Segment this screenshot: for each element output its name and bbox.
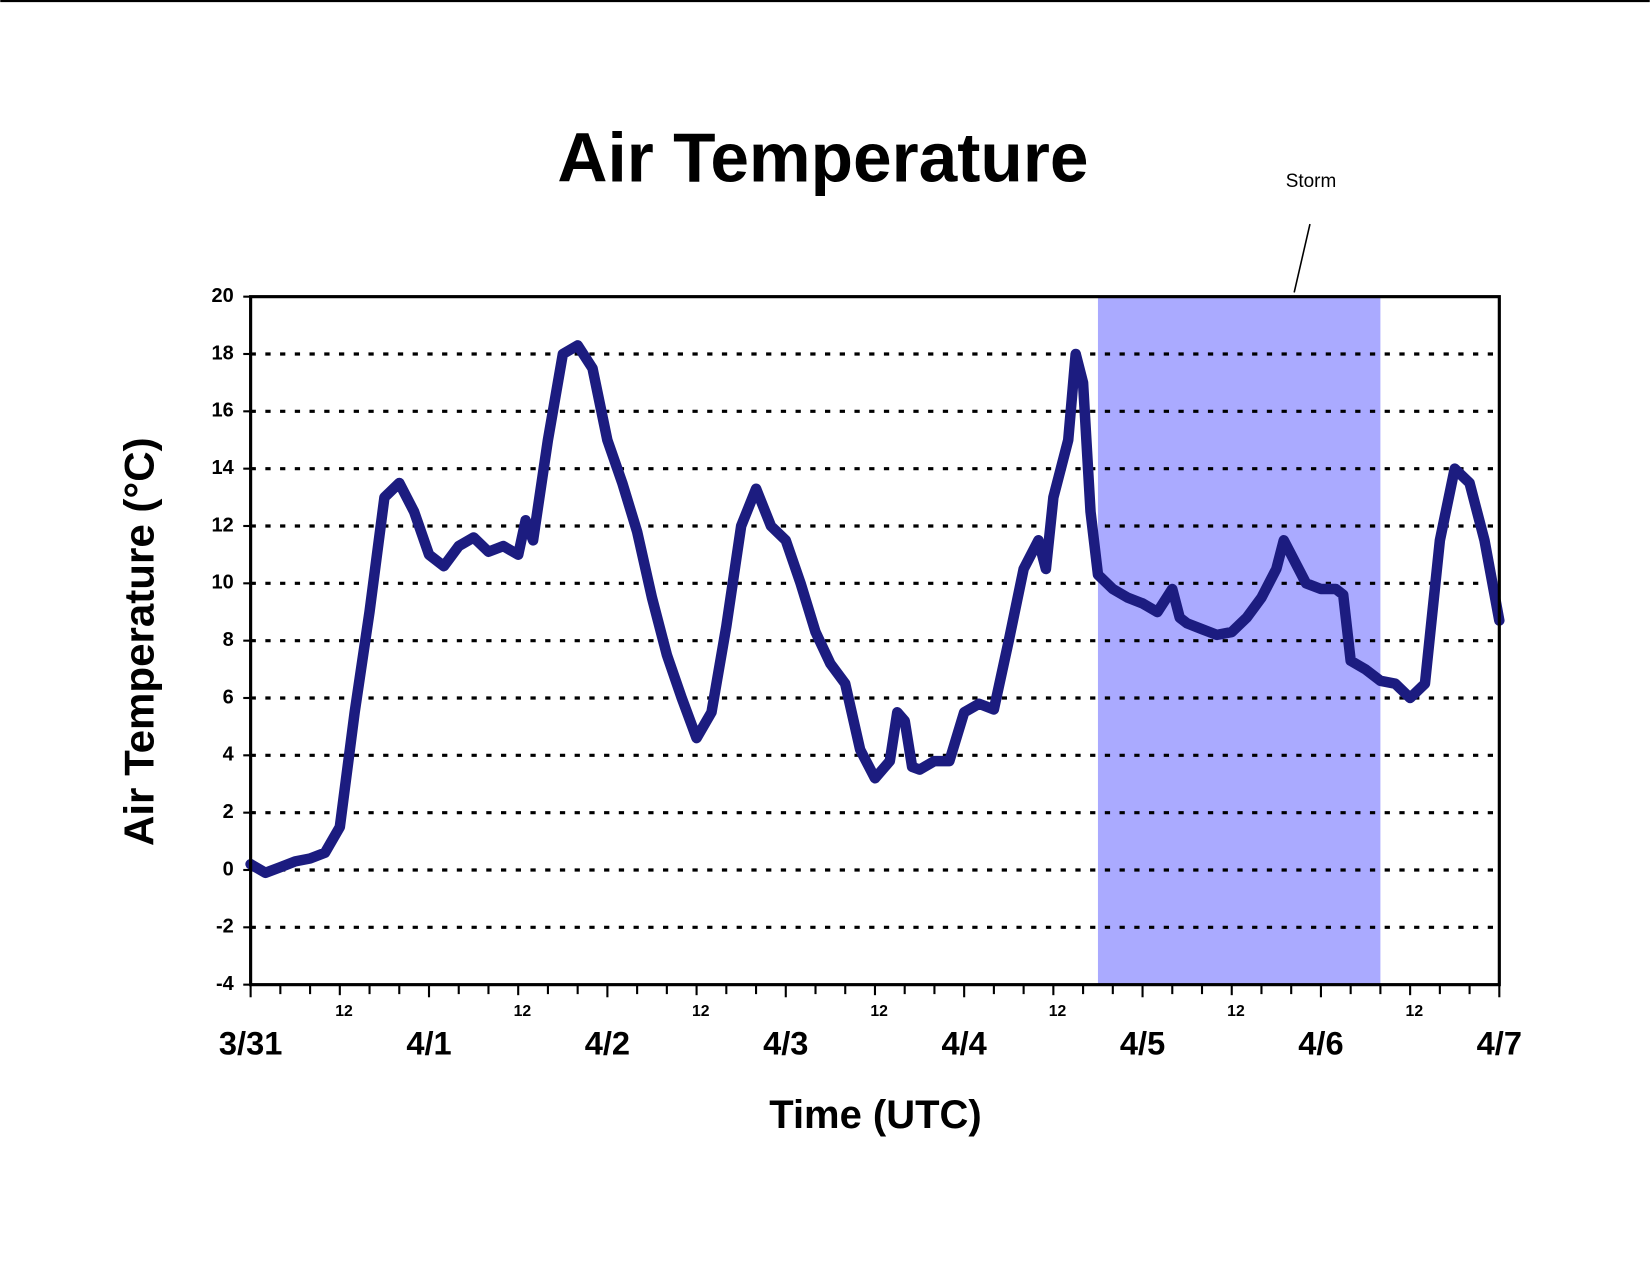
x-tick-label: 4/5 [1120, 1024, 1165, 1061]
y-tick-label: 20 [212, 285, 234, 307]
x-tick-label: 4/6 [1298, 1024, 1343, 1061]
y-tick-label: 10 [212, 572, 234, 594]
x-hour-label: 12 [1406, 1003, 1424, 1020]
axis-layer: -4 -2 0 2 4 6 8 10 12 14 16 18 20 3/31 4/1 4/2 4/3 4/4 4/5… [212, 285, 1522, 1061]
x-hour-label: 12 [335, 1003, 353, 1020]
plot-frame [249, 295, 1501, 987]
y-tick-label: -2 [216, 916, 234, 938]
y-tick-label: 16 [212, 400, 234, 422]
x-tick-label: 4/4 [941, 1024, 986, 1061]
temperature-line [245, 340, 1505, 879]
y-tick-label: 8 [223, 629, 234, 651]
x-tick-label: 4/3 [763, 1024, 808, 1061]
y-tick-label: -4 [216, 973, 234, 995]
y-tick-label: 0 [223, 858, 234, 880]
x-tick-label: 4/7 [1477, 1024, 1522, 1061]
y-tick-label: 12 [212, 514, 234, 536]
x-tick-label: 4/1 [406, 1024, 451, 1061]
storm-annotation: Storm [1286, 171, 1336, 192]
line-layer [245, 340, 1505, 879]
x-hour-label: 12 [1227, 1003, 1245, 1020]
x-tick-label: 3/31 [219, 1024, 282, 1061]
annotation-pointer [1293, 223, 1311, 293]
grid-layer [250, 352, 1500, 929]
x-hour-label: 12 [870, 1003, 888, 1020]
x-tick-label: 4/2 [585, 1024, 630, 1061]
y-tick-label: 4 [223, 744, 234, 766]
x-hour-label: 12 [514, 1003, 532, 1020]
y-tick-label: 14 [212, 457, 234, 479]
y-tick-label: 18 [212, 342, 234, 364]
x-hour-label: 12 [1049, 1003, 1067, 1020]
y-axis-label: Air Temperature (°C) [115, 437, 162, 846]
y-tick-label: 6 [223, 686, 234, 708]
y-tick-label: 2 [223, 801, 234, 823]
x-axis-label: Time (UTC) [769, 1093, 981, 1137]
x-hour-label: 12 [692, 1003, 710, 1020]
chart-title: Air Temperature [557, 118, 1088, 196]
